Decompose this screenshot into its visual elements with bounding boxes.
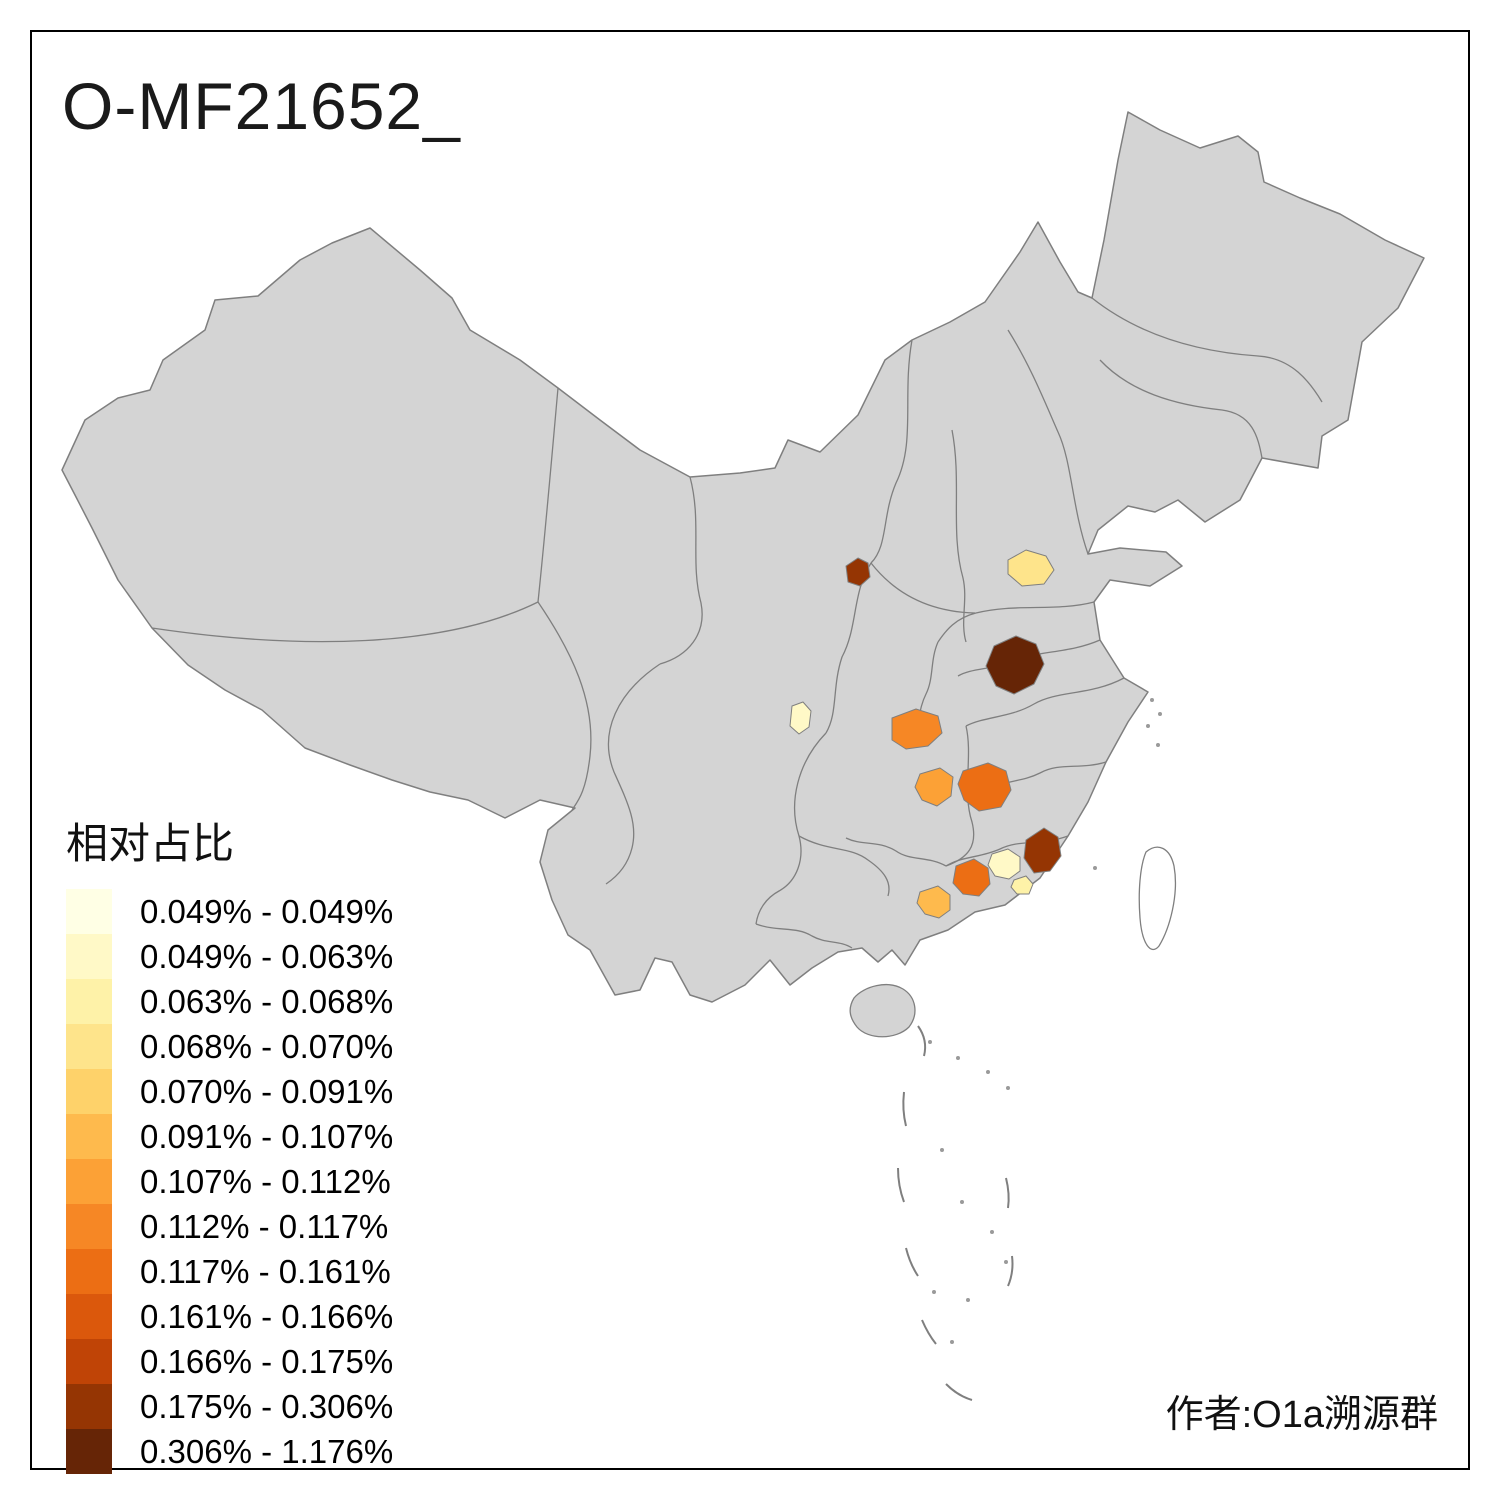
legend-label: 0.161% - 0.166% xyxy=(140,1297,394,1335)
page-title: O-MF21652_ xyxy=(62,69,461,143)
map-region-highlight xyxy=(985,635,1045,695)
legend-item: 0.117% - 0.161% xyxy=(66,1249,393,1294)
legend-swatch xyxy=(66,1204,112,1249)
map-region-highlight xyxy=(1007,549,1055,587)
legend-swatch xyxy=(66,1024,112,1069)
legend-label: 0.063% - 0.068% xyxy=(140,982,394,1020)
legend-item: 0.049% - 0.063% xyxy=(66,934,393,979)
map-region-highlight xyxy=(891,708,943,750)
map-region-highlight xyxy=(789,701,812,735)
legend-item: 0.091% - 0.107% xyxy=(66,1114,393,1159)
china-mainland-outline xyxy=(61,111,1425,1003)
legend-title: 相对占比 xyxy=(66,820,235,867)
legend-swatch xyxy=(66,889,112,934)
taiwan-island xyxy=(1138,846,1177,951)
map-region-highlight xyxy=(957,762,1012,812)
legend-item: 0.063% - 0.068% xyxy=(66,979,393,1024)
legend-swatch xyxy=(66,1339,112,1384)
legend-label: 0.175% - 0.306% xyxy=(140,1387,394,1425)
legend-item: 0.068% - 0.070% xyxy=(66,1024,393,1069)
legend-swatch xyxy=(66,1114,112,1159)
legend-item: 0.107% - 0.112% xyxy=(66,1159,393,1204)
author-credit: 作者:O1a溯源群 xyxy=(1165,1394,1438,1436)
legend-label: 0.049% - 0.063% xyxy=(140,937,394,975)
legend-item: 0.049% - 0.049% xyxy=(66,889,393,934)
map-region-highlight xyxy=(1023,827,1062,874)
legend-items: 0.049% - 0.049% 0.049% - 0.063% 0.063% - 0… xyxy=(66,889,393,1474)
map-region-highlight xyxy=(1010,875,1034,895)
legend-swatch xyxy=(66,1384,112,1429)
legend-item: 0.161% - 0.166% xyxy=(66,1294,393,1339)
legend-label: 0.306% - 1.176% xyxy=(140,1432,394,1470)
legend-swatch xyxy=(66,1069,112,1114)
legend-label: 0.070% - 0.091% xyxy=(140,1072,394,1110)
legend-label: 0.091% - 0.107% xyxy=(140,1117,394,1155)
legend-label: 0.107% - 0.112% xyxy=(140,1162,391,1200)
highlighted-regions xyxy=(789,549,1062,919)
legend-swatch xyxy=(66,1159,112,1204)
legend-swatch xyxy=(66,979,112,1024)
legend-item: 0.112% - 0.117% xyxy=(66,1204,393,1249)
map-region-highlight xyxy=(916,885,951,919)
map-region-highlight xyxy=(952,858,991,897)
legend: 相对占比 0.049% - 0.049% 0.049% - 0.063% 0.063… xyxy=(66,810,393,1474)
legend-swatch xyxy=(66,1294,112,1339)
hainan-island xyxy=(849,984,916,1038)
legend-label: 0.068% - 0.070% xyxy=(140,1027,394,1065)
legend-swatch xyxy=(66,934,112,979)
map-region-highlight xyxy=(845,557,871,587)
legend-swatch xyxy=(66,1249,112,1294)
legend-item: 0.175% - 0.306% xyxy=(66,1384,393,1429)
legend-item: 0.306% - 1.176% xyxy=(66,1429,393,1474)
legend-label: 0.117% - 0.161% xyxy=(140,1252,391,1290)
legend-swatch xyxy=(66,1429,112,1474)
small-islands xyxy=(928,698,1162,1344)
legend-label: 0.049% - 0.049% xyxy=(140,892,394,930)
legend-label: 0.112% - 0.117% xyxy=(140,1207,389,1245)
legend-item: 0.166% - 0.175% xyxy=(66,1339,393,1384)
legend-label: 0.166% - 0.175% xyxy=(140,1342,394,1380)
map-region-highlight xyxy=(914,767,954,807)
nine-dash-line xyxy=(897,1025,1014,1401)
map-region-highlight xyxy=(987,848,1021,880)
legend-item: 0.070% - 0.091% xyxy=(66,1069,393,1114)
